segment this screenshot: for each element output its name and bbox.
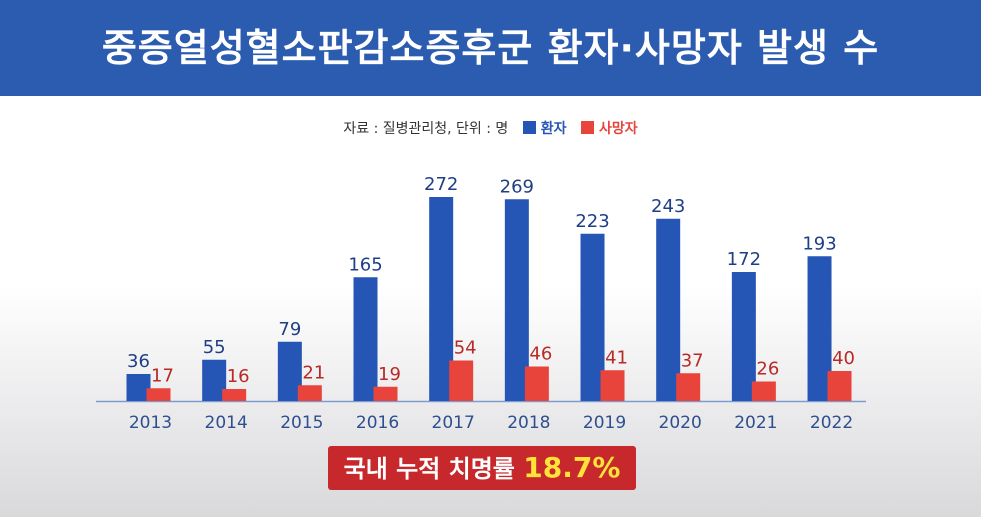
bar-deaths-2015 [297, 385, 322, 401]
data-label-deaths-2014: 16 [227, 366, 250, 387]
data-label-patients-2018: 269 [500, 176, 534, 197]
title-banner [0, 0, 981, 96]
legend: 자료 : 질병관리청, 단위 : 명 환자 사망자 [0, 118, 981, 138]
x-tick-label-2020: 2020 [659, 413, 702, 433]
bar-deaths-2017 [449, 360, 474, 401]
x-tick-label-2016: 2016 [356, 413, 399, 433]
data-label-patients-2015: 79 [278, 319, 301, 340]
fatality-label: 국내 누적 치명률 [343, 455, 515, 483]
bar-patients-2020 [656, 218, 681, 401]
data-label-patients-2013: 36 [127, 351, 150, 372]
bar-patients-2018 [504, 199, 529, 401]
legend-label-patients: 환자 [540, 121, 567, 137]
data-label-deaths-2019: 41 [605, 347, 628, 368]
legend-label-deaths: 사망자 [598, 121, 638, 137]
chart-title: 중증열성혈소판감소증후군 환자·사망자 발생 수 [101, 26, 880, 70]
x-tick-label-2021: 2021 [734, 413, 777, 433]
bar-deaths-2014 [222, 389, 247, 401]
data-label-deaths-2022: 40 [832, 348, 855, 369]
bar-deaths-2016 [373, 386, 398, 401]
x-tick-label-2017: 2017 [432, 413, 475, 433]
data-label-deaths-2017: 54 [454, 338, 477, 359]
x-tick-label-2013: 2013 [129, 413, 172, 433]
data-label-deaths-2013: 17 [151, 365, 174, 386]
data-label-patients-2014: 55 [203, 337, 226, 358]
source-note: 자료 : 질병관리청, 단위 : 명 [343, 121, 509, 137]
bar-deaths-2021 [751, 381, 776, 401]
bar-deaths-2022 [827, 371, 852, 401]
bar-patients-2016 [353, 277, 378, 401]
data-label-deaths-2020: 37 [681, 350, 704, 371]
bar-deaths-2019 [600, 370, 625, 401]
x-tick-label-2022: 2022 [810, 413, 853, 433]
data-label-deaths-2016: 19 [378, 364, 401, 385]
data-label-patients-2019: 223 [575, 211, 609, 232]
data-label-patients-2016: 165 [348, 254, 382, 275]
bar-deaths-2020 [676, 373, 701, 401]
data-label-patients-2022: 193 [802, 233, 836, 254]
legend-swatch-patients [522, 121, 536, 134]
fatality-rate-banner: 국내 누적 치명률 18.7% [328, 446, 636, 490]
x-tick-label-2014: 2014 [205, 413, 248, 433]
data-label-deaths-2015: 21 [302, 362, 325, 383]
x-tick-label-2019: 2019 [583, 413, 626, 433]
fatality-value: 18.7% [523, 451, 621, 484]
bar-deaths-2013 [146, 388, 171, 401]
x-tick-label-2015: 2015 [280, 413, 323, 433]
legend-swatch-deaths [580, 121, 594, 134]
data-label-deaths-2018: 46 [529, 344, 552, 365]
data-label-patients-2020: 243 [651, 196, 685, 217]
data-label-patients-2017: 272 [424, 174, 458, 195]
data-label-patients-2021: 172 [727, 249, 761, 270]
bar-patients-2021 [731, 272, 756, 401]
data-label-deaths-2021: 26 [756, 359, 779, 380]
x-tick-label-2018: 2018 [507, 413, 550, 433]
bar-deaths-2018 [524, 366, 549, 401]
